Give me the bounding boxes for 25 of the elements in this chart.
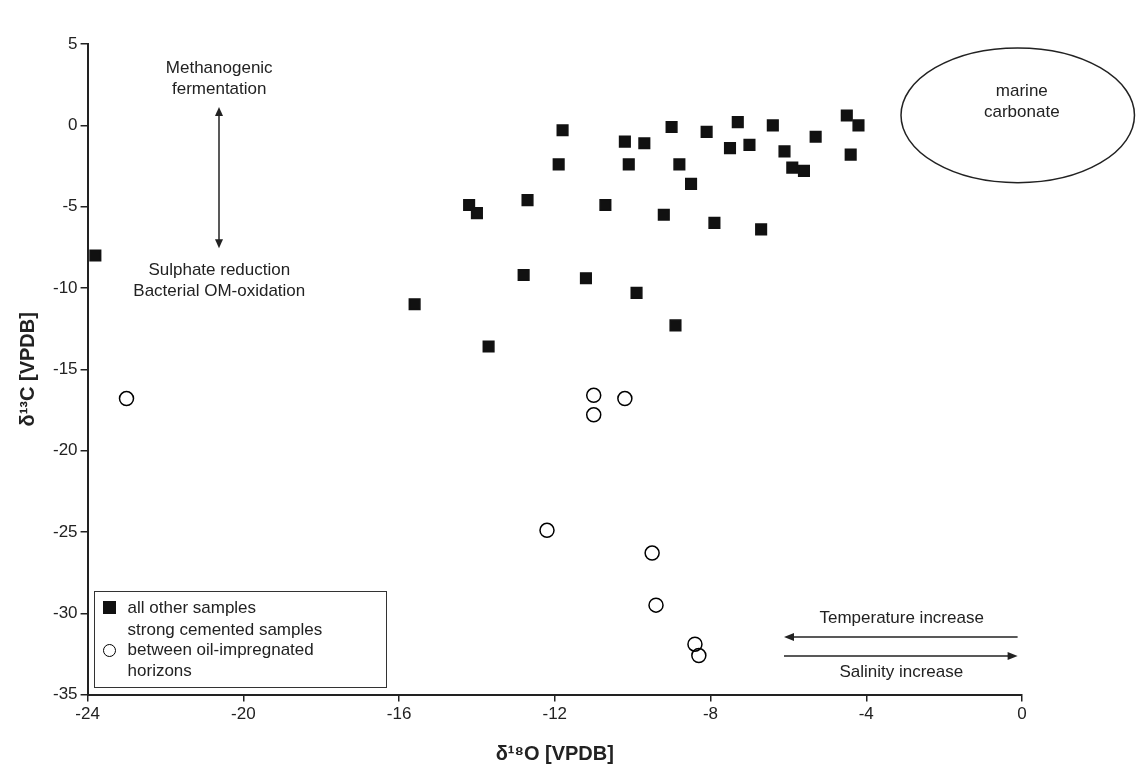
x-tick-label: -16 <box>386 704 412 724</box>
annotation: Salinity increase <box>839 660 964 683</box>
x-tick-label: -8 <box>702 704 719 724</box>
y-tick-label: -10 <box>52 277 78 297</box>
y-tick-label: -5 <box>62 196 78 216</box>
y-tick-label: -25 <box>52 521 78 541</box>
y-tick-label: 5 <box>68 33 78 53</box>
y-tick-label: -20 <box>52 440 78 460</box>
annotation: Sulphate reduction Bacterial OM-oxidation <box>133 258 306 302</box>
annotation: Temperature increase <box>819 607 984 629</box>
annotation: marine carbonate <box>984 79 1060 123</box>
x-tick-label: -20 <box>231 704 256 724</box>
x-tick-label: -12 <box>542 704 568 724</box>
annotation: Methanogenic fermentation <box>165 57 273 100</box>
y-tick-label: -15 <box>52 358 78 378</box>
y-axis-title: δ¹³C [VPDB] <box>15 312 38 427</box>
legend-label: strong cemented samples between oil-impregnated horizons <box>127 619 324 682</box>
y-tick-label: -35 <box>52 684 78 704</box>
y-tick-label: -30 <box>52 602 78 622</box>
legend-label: all other samples <box>127 597 257 618</box>
x-tick-label: 0 <box>1017 704 1027 724</box>
y-tick-label: 0 <box>68 115 78 135</box>
x-axis-title: δ¹⁸O [VPDB] <box>495 741 614 764</box>
x-tick-label: -24 <box>75 704 100 724</box>
x-tick-label: -4 <box>858 704 874 724</box>
